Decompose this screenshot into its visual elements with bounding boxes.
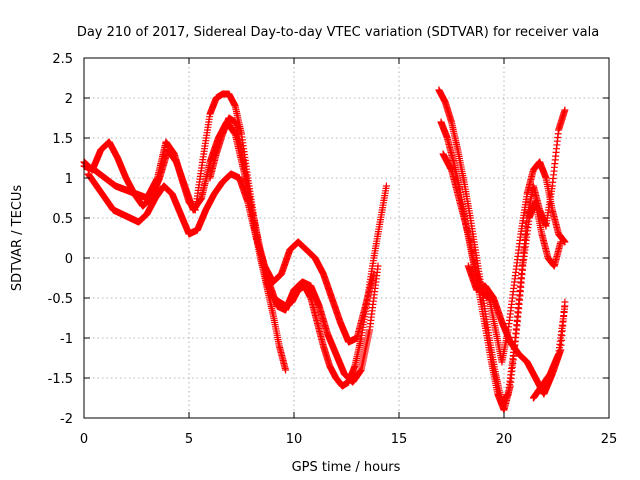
grid-lines bbox=[84, 58, 609, 418]
y-tick-label: -1.5 bbox=[48, 372, 73, 387]
data-series bbox=[437, 118, 565, 414]
data-series bbox=[464, 262, 569, 398]
y-axis-label: SDTVAR / TECUs bbox=[10, 185, 25, 292]
y-tick-label: -1 bbox=[60, 332, 73, 347]
data-series bbox=[439, 150, 569, 366]
y-tick-label: 2 bbox=[65, 92, 73, 107]
plot-frame bbox=[83, 57, 610, 419]
x-tick-label: 25 bbox=[601, 432, 618, 447]
x-tick-label: 15 bbox=[391, 432, 408, 447]
axis-ticks: 0 5 10 15 20 25 -2 -1.5 -1 -0.5 0 0.5 1 1.5 2 2.5 bbox=[48, 52, 618, 447]
x-tick-label: 0 bbox=[80, 432, 88, 447]
data-point bbox=[561, 302, 569, 310]
data-point bbox=[561, 238, 569, 246]
data-series bbox=[206, 114, 290, 374]
data-point bbox=[370, 270, 378, 278]
y-tick-label: 0.5 bbox=[52, 212, 73, 227]
x-tick-label: 5 bbox=[185, 432, 193, 447]
y-tick-label: -2 bbox=[60, 412, 73, 427]
y-tick-label: 0 bbox=[65, 252, 73, 267]
y-tick-label: 2.5 bbox=[52, 52, 73, 67]
y-tick-label: 1 bbox=[65, 172, 73, 187]
x-axis-label: GPS time / hours bbox=[292, 460, 401, 475]
y-tick-label: 1.5 bbox=[52, 132, 73, 147]
data-point bbox=[561, 106, 569, 114]
x-tick-label: 20 bbox=[496, 432, 513, 447]
data-series bbox=[84, 170, 378, 346]
data-point bbox=[282, 366, 290, 374]
data-points bbox=[80, 86, 569, 414]
x-tick-label: 10 bbox=[286, 432, 303, 447]
data-series bbox=[80, 118, 382, 386]
y-tick-label: -0.5 bbox=[48, 292, 73, 307]
data-point bbox=[374, 262, 382, 270]
chart-title: Day 210 of 2017, Sidereal Day-to-day VTE… bbox=[77, 25, 599, 40]
data-point bbox=[382, 182, 390, 190]
data-series bbox=[529, 302, 569, 402]
